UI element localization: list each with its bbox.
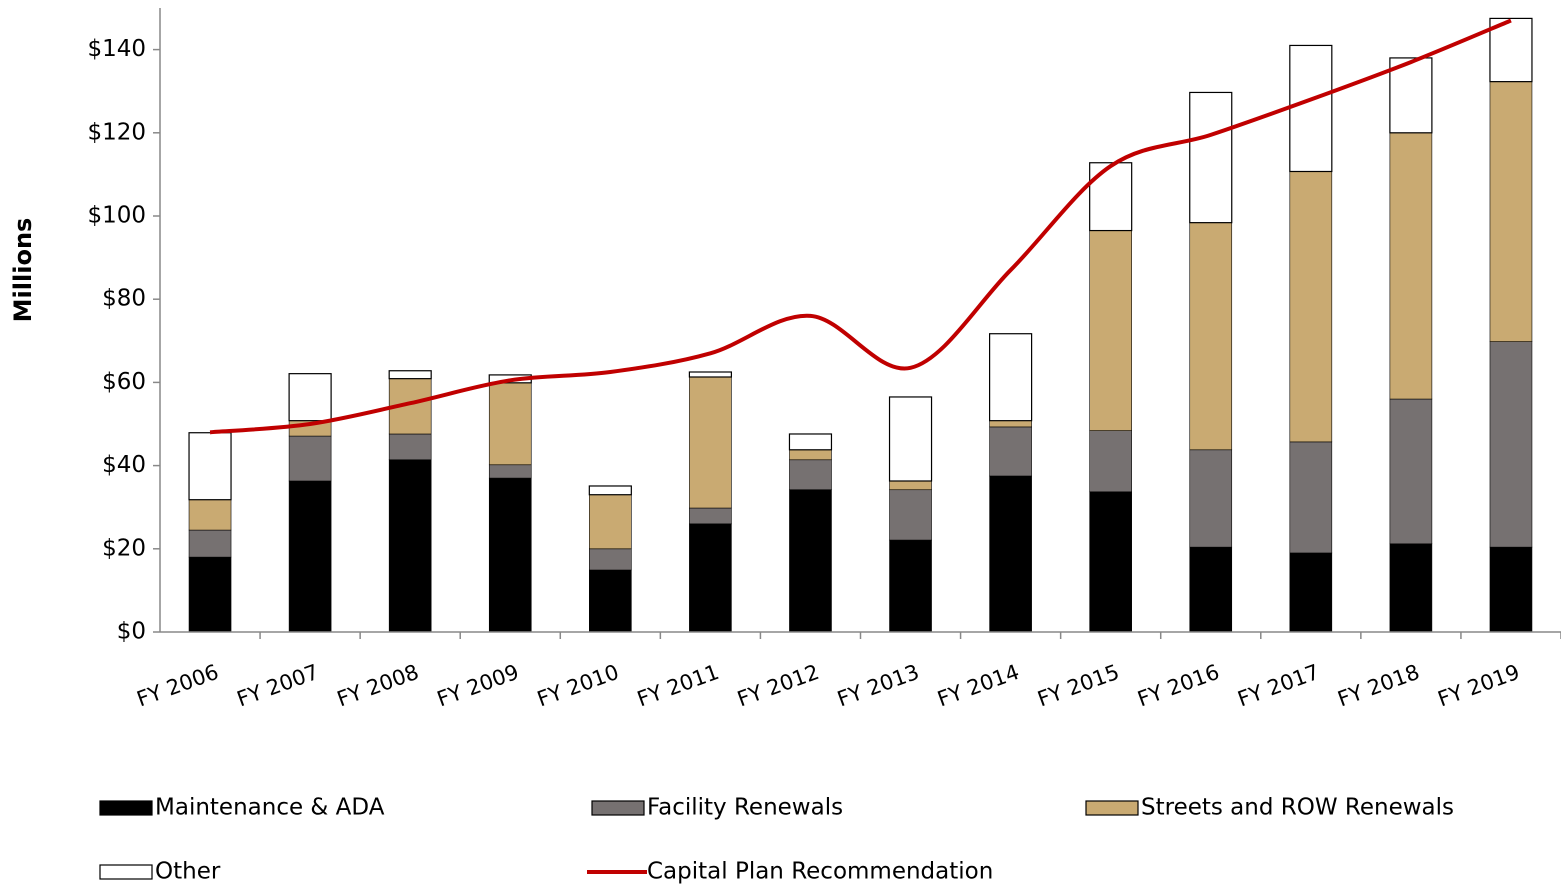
- bar-segment: [689, 376, 732, 509]
- bar-segment: [188, 499, 232, 531]
- bar-segment: [288, 373, 332, 422]
- bar-segment: [689, 507, 732, 525]
- bar-segment: [1389, 398, 1433, 545]
- x-tick-label: FY 2008: [334, 660, 422, 712]
- bar-segment: [789, 459, 832, 491]
- bar-segment: [689, 523, 732, 633]
- bar-segment: [388, 459, 432, 633]
- y-tick-label: $0: [117, 619, 146, 645]
- legend-label: Capital Plan Recommendation: [647, 859, 993, 885]
- bar-segment: [789, 489, 832, 633]
- bar-segment: [188, 556, 232, 633]
- y-tick-label: $100: [87, 203, 146, 229]
- bar-segment: [1489, 17, 1533, 83]
- x-tick-label: FY 2017: [1234, 660, 1322, 712]
- bar-segment: [388, 433, 432, 461]
- bar-segment: [1189, 222, 1233, 451]
- bar-segment: [1289, 552, 1333, 633]
- bar-segment: [388, 370, 432, 380]
- bar-segment: [789, 449, 832, 461]
- bar-segment: [1489, 341, 1533, 548]
- x-tick-label: FY 2012: [734, 660, 822, 712]
- legend-swatch: [99, 864, 153, 880]
- x-tick-label: FY 2010: [534, 660, 622, 712]
- bar-segment: [1089, 162, 1133, 232]
- bar-segment: [888, 396, 933, 482]
- bar-segment: [588, 485, 632, 496]
- x-tick-label: FY 2006: [134, 660, 222, 712]
- bar-segment: [1289, 441, 1333, 554]
- x-tick-label: FY 2011: [634, 660, 722, 712]
- bar-segment: [1089, 491, 1132, 633]
- bar-segment: [1489, 546, 1533, 633]
- y-tick-label: $40: [102, 452, 146, 478]
- x-tick-label: FY 2007: [234, 660, 322, 712]
- bar-segment: [1289, 44, 1333, 173]
- x-tick-label: FY 2019: [1435, 660, 1523, 712]
- bar-segment: [788, 433, 833, 451]
- y-tick-label: $20: [102, 535, 146, 561]
- x-tick-label: FY 2016: [1134, 660, 1222, 712]
- bar-segment: [989, 426, 1032, 477]
- bar-segment: [989, 420, 1032, 428]
- bar-segment: [1389, 132, 1433, 400]
- bar-segment: [589, 569, 632, 633]
- legend-label: Streets and ROW Renewals: [1141, 795, 1454, 821]
- bar-segment: [1289, 171, 1333, 443]
- bar-segment: [1189, 546, 1233, 633]
- bar-segment: [1389, 57, 1433, 134]
- bar-segment: [1189, 449, 1233, 548]
- x-tick-label: FY 2014: [934, 660, 1022, 712]
- bar-segment: [488, 477, 532, 633]
- bar-segment: [889, 539, 932, 633]
- bar-segment: [989, 333, 1033, 422]
- bar-segment: [1389, 543, 1433, 633]
- x-tick-label: FY 2013: [834, 660, 922, 712]
- bar-segment: [989, 475, 1032, 633]
- y-tick-label: $80: [102, 286, 146, 312]
- x-tick-label: FY 2015: [1034, 660, 1122, 712]
- x-tick-label: FY 2018: [1335, 660, 1423, 712]
- bar-segment: [688, 371, 732, 378]
- bar-segment: [889, 480, 932, 491]
- bar-segment: [1089, 230, 1132, 431]
- bar-segment: [288, 435, 332, 482]
- legend-label: Other: [155, 859, 221, 885]
- legend-swatch: [1085, 800, 1139, 816]
- bar-segment: [288, 480, 332, 633]
- bar-segment: [1189, 91, 1233, 224]
- bar-segment: [188, 529, 232, 558]
- bar-segment: [188, 432, 232, 501]
- y-tick-label: $60: [102, 369, 146, 395]
- y-tick-label: $140: [87, 36, 146, 62]
- y-tick-label: $120: [87, 119, 146, 145]
- bar-segment: [589, 548, 632, 571]
- line: [209, 18, 1512, 435]
- y-axis-title: Millions: [9, 218, 37, 323]
- bar-segment: [488, 464, 532, 479]
- legend-swatch: [99, 800, 153, 816]
- x-tick-label: FY 2009: [434, 660, 522, 712]
- bar-segment: [1089, 430, 1132, 493]
- bar-segment: [589, 494, 632, 550]
- bar-segment: [889, 489, 932, 541]
- bar-segment: [1489, 81, 1533, 342]
- legend-label: Maintenance & ADA: [155, 795, 385, 821]
- legend-label: Facility Renewals: [647, 795, 843, 821]
- bar-segment: [488, 382, 532, 466]
- legend-swatch: [591, 800, 645, 816]
